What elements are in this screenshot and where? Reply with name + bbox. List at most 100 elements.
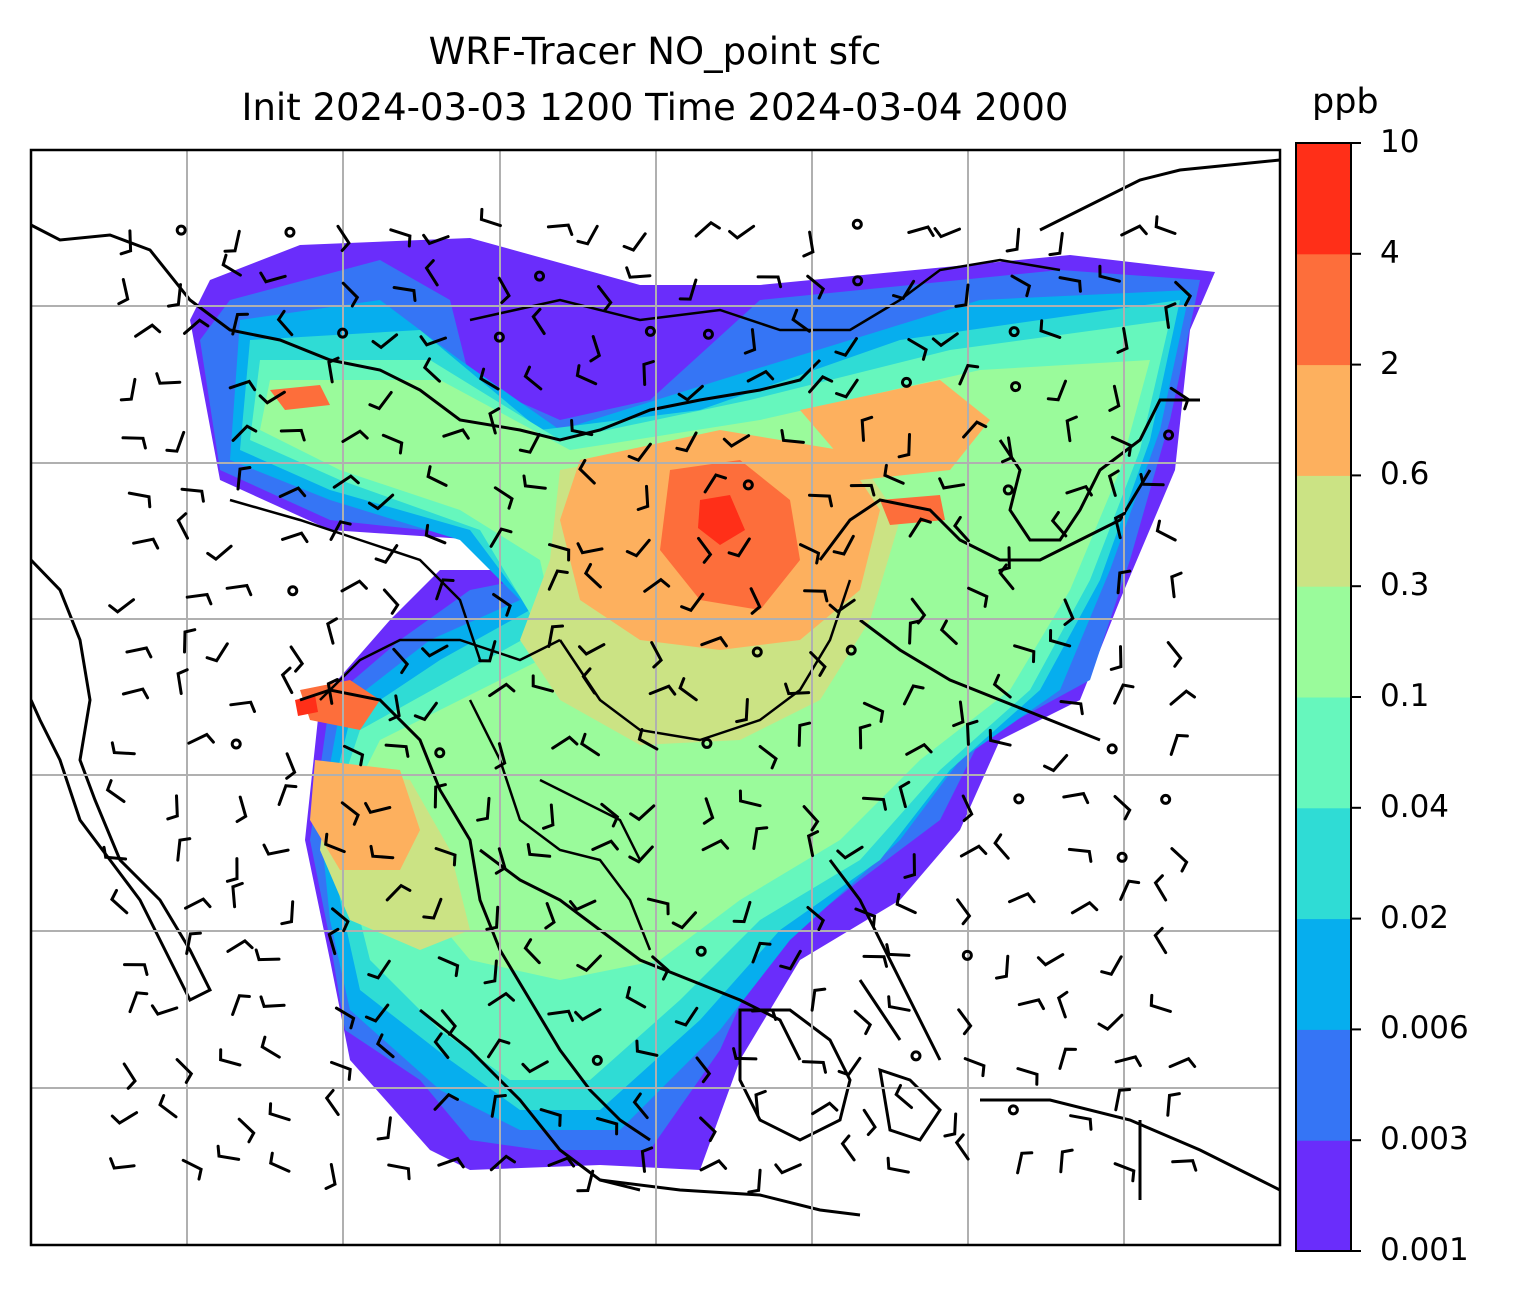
coastline-south-china-sea [479, 848, 802, 1061]
wind-barb [492, 593, 512, 617]
calm-wind-circle [1013, 793, 1025, 805]
wind-barb [531, 674, 554, 693]
wind-barb [176, 512, 189, 540]
wind-barb [442, 428, 470, 440]
wind-barb [1113, 512, 1126, 540]
wind-barb [1169, 689, 1196, 706]
wind-barb [1139, 472, 1165, 487]
wind-barb [897, 433, 911, 459]
wind-barb [806, 274, 826, 300]
wind-barb [700, 635, 728, 648]
wind-barb [1097, 1013, 1124, 1031]
wind-barb [108, 598, 135, 614]
wind-barb [832, 534, 855, 556]
wind-barb [1155, 519, 1177, 542]
wind-barb [581, 667, 596, 695]
calm-wind-circle [845, 644, 857, 656]
wind-barb [701, 838, 730, 852]
wind-barb [1001, 436, 1014, 464]
wind-barb [886, 1156, 910, 1174]
wind-barb [995, 954, 1010, 980]
wind-barb [364, 1003, 390, 1023]
wind-barb [1169, 733, 1189, 756]
wind-barb [235, 795, 248, 823]
wind-barb [801, 1060, 827, 1074]
wind-barb [600, 802, 620, 828]
wind-barb [123, 963, 149, 976]
wind-barb [697, 536, 713, 564]
wind-barb [228, 379, 257, 392]
wind-barb [110, 1111, 139, 1125]
wind-barb [1062, 791, 1090, 805]
wind-barb [544, 902, 556, 930]
wind-barb [625, 266, 652, 279]
wind-barb [122, 1062, 137, 1090]
wind-barb [155, 372, 182, 385]
wind-barb [531, 307, 546, 335]
wind-barb [413, 701, 438, 722]
wind-barb [837, 1056, 862, 1077]
coastline-west [31, 223, 822, 442]
country-borders [229, 258, 1061, 951]
wind-barb [340, 801, 360, 826]
wind-barb [183, 318, 210, 335]
wind-barb [231, 994, 251, 1016]
wind-barb [268, 1102, 291, 1122]
wind-barb [963, 1057, 986, 1078]
wind-barb [260, 1035, 281, 1059]
colorbar-tick-label: 2 [1380, 345, 1400, 382]
calm-wind-circle [175, 224, 187, 236]
wind-barb [943, 1112, 958, 1138]
coastline-indochina [299, 688, 651, 1142]
wind-barb [622, 232, 647, 252]
wind-barb [954, 283, 970, 308]
wind-barb [341, 281, 360, 308]
wind-barb [570, 419, 594, 437]
wind-barb [121, 687, 150, 700]
colorbar-segment [1296, 253, 1351, 366]
wind-barb [854, 907, 877, 928]
wind-barb [883, 463, 905, 485]
wind-barb [747, 1168, 762, 1194]
wind-barb [1169, 386, 1190, 411]
wind-barb [895, 892, 917, 915]
wind-barb [575, 364, 598, 386]
wind-barb [965, 719, 979, 746]
wind-barb [903, 853, 917, 879]
wind-barb [493, 486, 514, 510]
wind-barb [957, 1008, 973, 1036]
wind-barb [376, 1116, 392, 1141]
wind-barb [105, 779, 126, 803]
wind-barb [862, 1108, 877, 1136]
wind-barb [1016, 1067, 1039, 1086]
wind-barb [1058, 276, 1082, 293]
wind-barb [1056, 990, 1069, 1019]
wind-barbs [102, 207, 1198, 1194]
wind-barb [1005, 227, 1021, 253]
calm-wind-circle [591, 1054, 603, 1066]
field-layer-8c [800, 380, 990, 480]
wind-barb [489, 1154, 516, 1172]
colorbar-segment [1296, 918, 1351, 1030]
wind-barb [389, 228, 412, 248]
wind-barb [1059, 700, 1084, 716]
wind-barb [828, 598, 856, 614]
wind-barb [1050, 511, 1068, 538]
wind-barb [576, 954, 602, 973]
wind-barb [546, 223, 574, 236]
colorbar-segment [1296, 143, 1351, 255]
wind-barb [1153, 926, 1168, 955]
wind-barb [1058, 1047, 1077, 1070]
wind-barb [128, 991, 149, 1014]
coastline-new-guinea [980, 1098, 1280, 1200]
wind-barb [1120, 224, 1148, 237]
wind-barb [998, 563, 1015, 591]
wind-barb [435, 578, 455, 601]
wind-barb [887, 995, 911, 1012]
wind-barb [488, 682, 516, 698]
wind-barb [424, 523, 447, 545]
wind-barb [332, 474, 360, 489]
wind-barb [1017, 998, 1045, 1011]
wind-barb [752, 826, 769, 850]
wind-barb [751, 941, 772, 964]
